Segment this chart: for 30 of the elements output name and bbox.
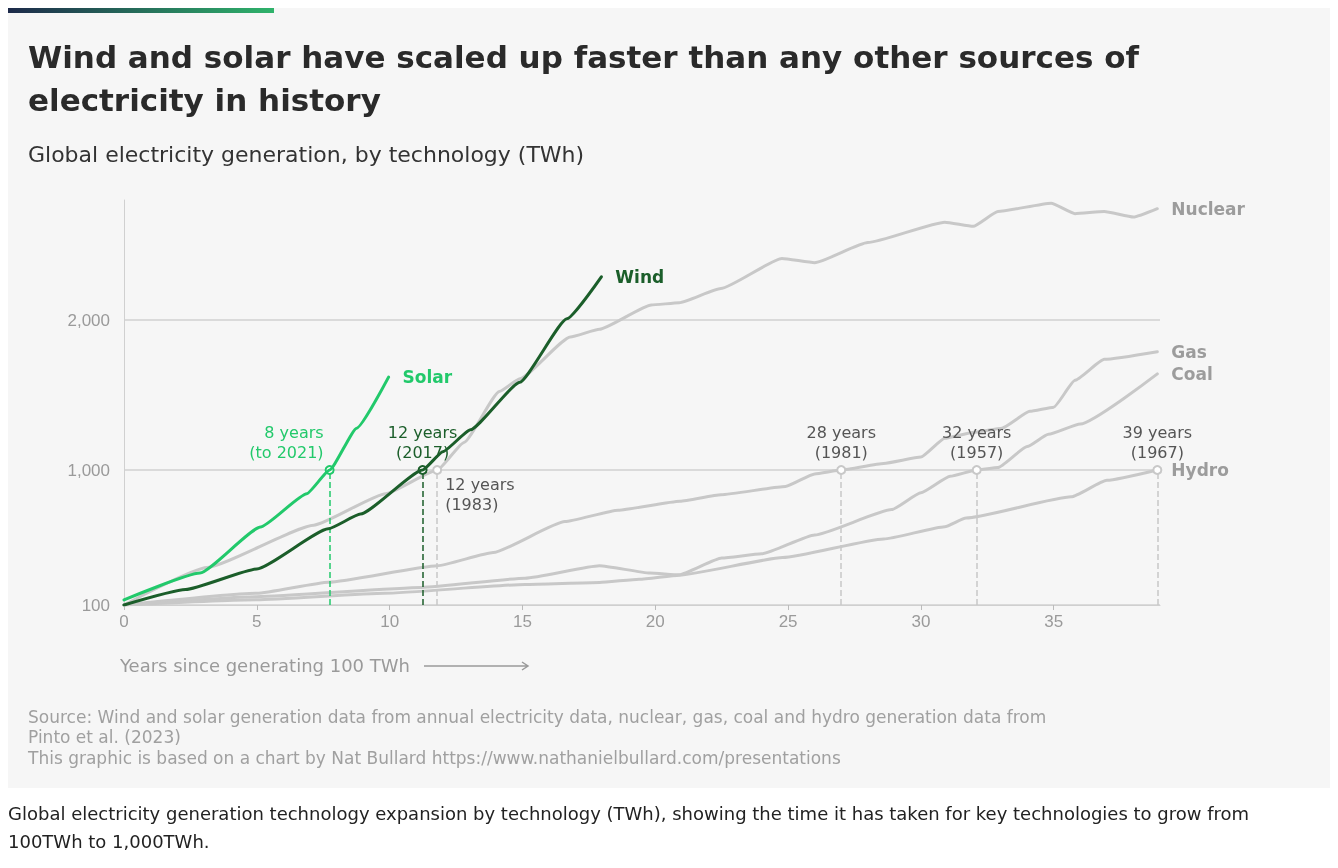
source-note: Source: Wind and solar generation data from annual electricity data, nuclear, gas, coal and hydro generation data from Pinto et al. (2023) [28,707,1048,748]
x-tick-label: 30 [911,612,931,631]
x-tick-label: 15 [513,612,532,631]
text: This graphic is based on a chart by Nat Bullard https://www.nathanielbullard.com/presentations [28,747,842,769]
series-label: Gas [1171,341,1207,362]
ref-line-label: 32 years (1957) [941,422,1012,462]
line-series [122,375,391,602]
x-axis-title: Years since generating 100 TWh [120,655,410,676]
ref-line-label: 39 years (1967) [1122,422,1193,462]
series-label: Nuclear [1171,198,1246,219]
chart-subtitle: Global electricity generation, by technology (TWh) [28,142,585,167]
x-tick-label: 10 [380,612,400,631]
ref-line-label: 8 years (to 2021) [249,422,324,462]
ref-line-label: 12 years (1983) [445,474,515,514]
y-tick-label: 2,000 [67,310,110,330]
x-tick-label: 0 [119,612,129,631]
series-label: Hydro [1171,460,1229,480]
line-series [122,275,603,607]
y-tick-label: 100 [81,595,110,615]
text: Global electricity generation technology expansion by technology (TWh), showing the time it has taken for key technologies to grow from 100TWh to 1,000TWh. [8,802,1251,854]
x-tick-label: 25 [778,612,798,631]
x-tick-label: 5 [252,612,262,631]
chart-title: Wind and solar have scaled up faster than any other sources of electricity in history [28,38,1141,121]
series-label: Solar [402,367,453,388]
x-tick-label: 20 [645,612,665,631]
x-tick-label: 35 [1044,612,1064,631]
series-label: Coal [1171,363,1213,384]
ref-line-label: 28 years (1981) [806,422,876,462]
series-label: Wind [615,266,665,287]
y-tick-label: 1,000 [67,460,110,480]
